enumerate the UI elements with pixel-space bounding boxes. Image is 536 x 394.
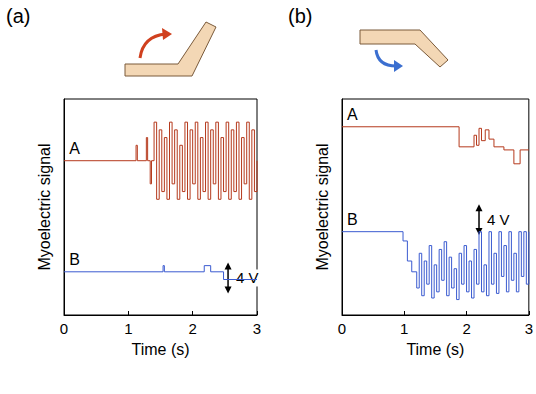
- svg-text:2: 2: [462, 320, 470, 337]
- svg-text:4 V: 4 V: [487, 211, 510, 228]
- svg-text:(b): (b): [288, 5, 312, 27]
- svg-text:A: A: [347, 106, 358, 123]
- svg-text:Myoelectric signal: Myoelectric signal: [314, 143, 331, 270]
- svg-text:1: 1: [400, 320, 408, 337]
- svg-text:Time (s): Time (s): [406, 341, 464, 358]
- svg-text:Time (s): Time (s): [131, 341, 189, 358]
- svg-text:4 V: 4 V: [236, 269, 259, 286]
- svg-text:2: 2: [188, 320, 196, 337]
- svg-text:B: B: [69, 251, 80, 268]
- svg-text:3: 3: [525, 320, 533, 337]
- svg-text:0: 0: [60, 320, 68, 337]
- svg-text:1: 1: [124, 320, 132, 337]
- svg-text:(a): (a): [6, 5, 30, 27]
- svg-text:0: 0: [338, 320, 346, 337]
- svg-text:3: 3: [253, 320, 261, 337]
- svg-text:B: B: [347, 211, 358, 228]
- svg-text:A: A: [69, 140, 80, 157]
- svg-text:Myoelectric signal: Myoelectric signal: [36, 143, 53, 270]
